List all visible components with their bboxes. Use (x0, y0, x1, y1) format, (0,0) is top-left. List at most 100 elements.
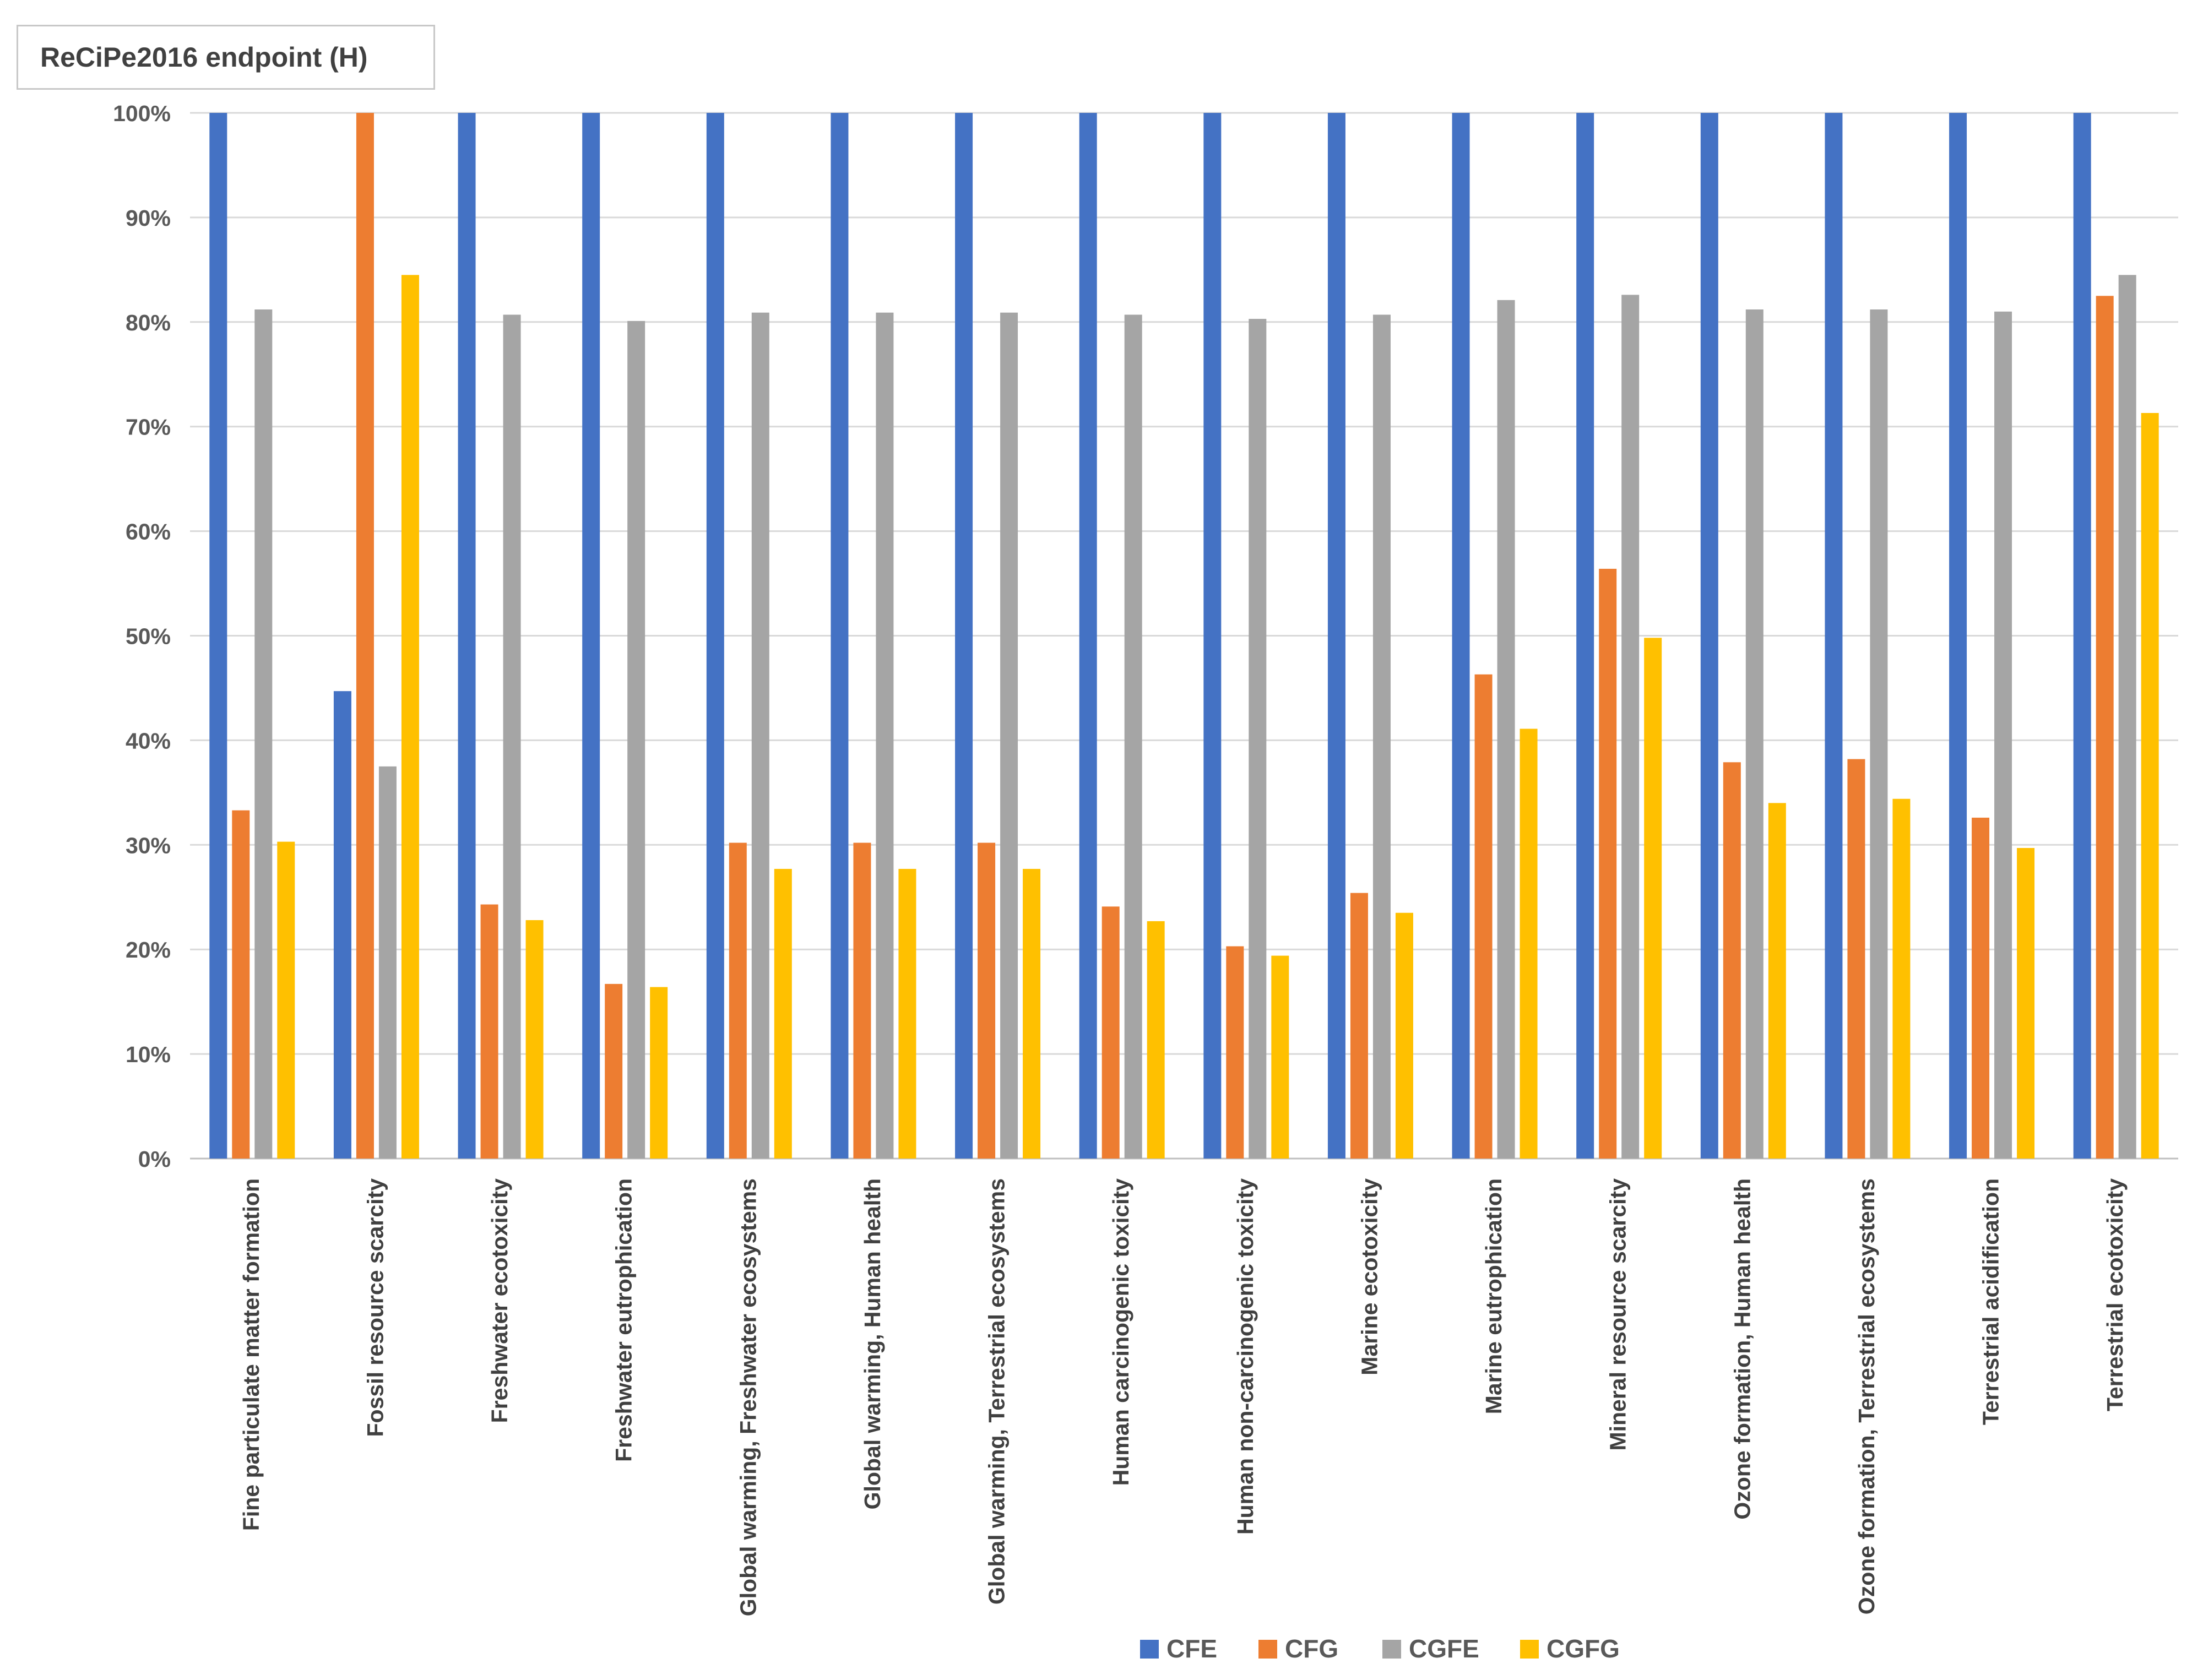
bar-cfg (1474, 674, 1493, 1159)
bar-cfg (2096, 296, 2114, 1159)
bar-cfg (1350, 893, 1368, 1159)
bar-cfe (1452, 113, 1470, 1159)
bar-cfe (209, 113, 227, 1159)
bar-cgfg (1768, 803, 1786, 1159)
bar-cfg (1102, 906, 1120, 1159)
bar-cgfe (1249, 319, 1267, 1159)
bar-cfe (1825, 113, 1843, 1159)
bar-cgfe (1745, 309, 1764, 1159)
bar-cfe (458, 113, 476, 1159)
bar-cfe (1700, 113, 1718, 1159)
bar-cgfe (1870, 309, 1888, 1159)
bar-cgfg (1147, 921, 1165, 1159)
bar-cgfe (254, 309, 273, 1159)
bar-cgfg (898, 868, 916, 1159)
bar-cgfg (1892, 798, 1911, 1159)
bar-cgfg (525, 920, 544, 1159)
y-tick-label: 20% (126, 937, 171, 963)
bar-cgfe (876, 312, 894, 1159)
bar-cfe (955, 113, 973, 1159)
bar-cgfg (2141, 413, 2159, 1159)
bar-cfg (356, 113, 374, 1159)
x-tick-label: Freshwater eutrophication (611, 1178, 637, 1462)
bar-cfg (605, 983, 623, 1159)
bar-cgfe (378, 766, 397, 1159)
x-tick-label: Global warming, Human health (860, 1178, 885, 1509)
bar-cgfe (1497, 300, 1515, 1159)
bar-cgfe (627, 320, 645, 1159)
y-tick-label: 0% (138, 1146, 171, 1172)
bar-cfg (1599, 568, 1617, 1159)
y-tick-label: 10% (126, 1042, 171, 1067)
y-tick-label: 30% (126, 833, 171, 858)
y-tick-label: 70% (126, 415, 171, 440)
x-tick-label: Human non-carcinogenic toxicity (1233, 1178, 1258, 1535)
x-tick-label: Mineral resource scarcity (1605, 1178, 1631, 1451)
bar-cgfg (1644, 638, 1662, 1159)
legend-label-cgfe: CGFE (1409, 1634, 1479, 1663)
x-tick-label: Marine ecotoxicity (1356, 1178, 1382, 1375)
chart-title: ReCiPe2016 endpoint (H) (40, 42, 368, 73)
x-tick-label: Ozone formation, Terrestrial ecosystems (1854, 1178, 1879, 1614)
chart-title-box: ReCiPe2016 endpoint (H) (17, 25, 435, 90)
legend-swatch-cgfe (1382, 1640, 1401, 1659)
bar-cgfg (1395, 912, 1413, 1159)
legend-label-cgfg: CGFG (1547, 1634, 1620, 1663)
x-tick-label: Marine eutrophication (1481, 1178, 1506, 1414)
bar-cgfe (503, 314, 521, 1159)
bar-cgfe (1000, 312, 1018, 1159)
y-tick-label: 40% (126, 728, 171, 753)
x-tick-label: Fine particulate matter formation (238, 1178, 264, 1531)
bar-cfe (1949, 113, 1967, 1159)
bar-cgfg (2017, 847, 2035, 1159)
bar-cfe (1327, 113, 1345, 1159)
x-tick-label: Human carcinogenic toxicity (1108, 1178, 1133, 1486)
x-tick-label: Fossil resource scarcity (362, 1178, 388, 1437)
bar-cfe (582, 113, 600, 1159)
bar-cgfe (1372, 314, 1391, 1159)
bar-cfe (831, 113, 849, 1159)
bar-cfg (1723, 762, 1741, 1159)
y-tick-label: 90% (126, 205, 171, 231)
bar-cgfe (751, 312, 769, 1159)
bar-cfe (2073, 113, 2091, 1159)
y-tick-label: 80% (126, 310, 171, 335)
bar-cgfg (401, 275, 419, 1159)
bar-cgfe (1994, 311, 2012, 1159)
bar-cfg (232, 810, 250, 1159)
bar-cfg (978, 842, 996, 1159)
legend-swatch-cfg (1258, 1640, 1277, 1659)
legend-label-cfe: CFE (1166, 1634, 1217, 1663)
bar-cfg (1847, 759, 1865, 1159)
bar-cfg (1226, 946, 1244, 1159)
y-tick-label: 50% (126, 624, 171, 649)
bar-cgfe (1621, 295, 1640, 1159)
x-tick-label: Global warming, Terrestrial ecosystems (984, 1178, 1010, 1605)
x-tick-label: Terrestrial acidification (1978, 1178, 2004, 1425)
legend-swatch-cgfg (1520, 1640, 1539, 1659)
x-tick-label: Global warming, Freshwater ecosystems (735, 1178, 761, 1616)
x-tick-label: Ozone formation, Human health (1729, 1178, 1755, 1520)
bar-cfg (853, 842, 871, 1159)
bar-cfe (706, 113, 724, 1159)
bar-cfe (1079, 113, 1097, 1159)
bar-cfe (1203, 113, 1222, 1159)
bar-cgfe (1124, 314, 1142, 1159)
bar-cgfe (2118, 275, 2136, 1159)
bar-cgfg (650, 987, 668, 1159)
bar-cfg (1972, 817, 1990, 1159)
bar-cfe (333, 691, 351, 1159)
bar-cgfg (1520, 728, 1538, 1159)
bar-cgfg (1271, 955, 1289, 1159)
legend-label-cfg: CFG (1285, 1634, 1338, 1663)
x-tick-label: Terrestrial ecotoxicity (2102, 1178, 2128, 1411)
x-tick-label: Freshwater ecotoxicity (487, 1178, 512, 1423)
bar-cfe (1576, 113, 1594, 1159)
legend-swatch-cfe (1140, 1640, 1159, 1659)
bar-cgfg (1023, 868, 1041, 1159)
bar-cgfg (277, 841, 295, 1159)
bar-cfg (729, 842, 747, 1159)
bar-cfg (480, 904, 498, 1159)
